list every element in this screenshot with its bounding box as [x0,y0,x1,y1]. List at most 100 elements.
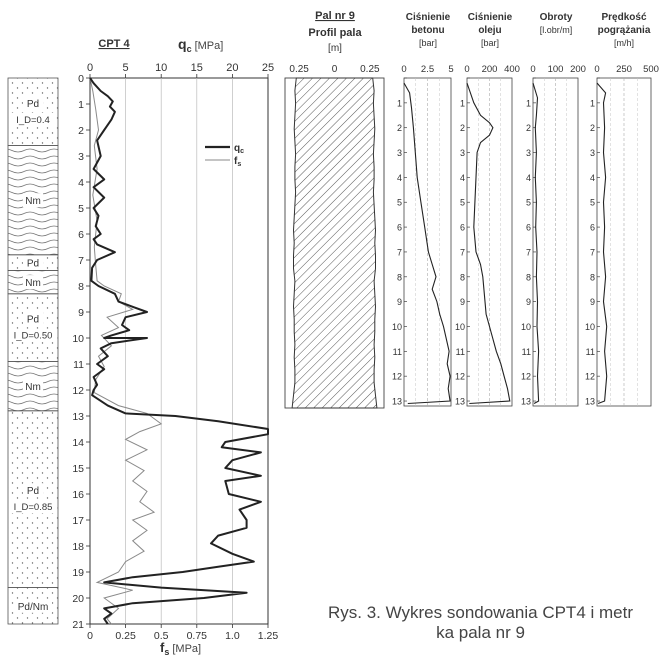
qc-axis-label: qc [MPa] [178,36,223,54]
depth-tick-label: 15 [72,463,84,475]
qc-tick-label: 0 [87,62,93,74]
mini-x-tick-label: 0 [594,64,599,75]
soil-layer-label: Nm [25,382,41,393]
depth-tick-label: 21 [72,619,84,631]
fs-tick-label: 0.5 [154,630,169,642]
mini-x-tick-label: 100 [548,64,564,75]
mini-x-tick-label: 500 [643,64,659,75]
mini-unit: [bar] [419,38,437,48]
mini-title-line: Ciśnienie [468,12,513,23]
depth-tick-label: 18 [72,541,84,553]
soil-layer [7,410,59,588]
mini-title-line: oleju [478,25,501,36]
mini-y-tick-label: 13 [585,397,595,407]
depth-tick-label: 11 [73,359,84,371]
mini-x-tick-label: 2.5 [421,64,434,75]
qc-tick-label: 25 [262,62,274,74]
mini-series-line [596,82,608,405]
mini-series-line [466,82,511,405]
soil-label-bg [23,275,43,290]
mini-y-tick-label: 13 [455,397,465,407]
mini-y-tick-label: 13 [392,397,402,407]
mini-y-tick-label: 9 [590,297,595,307]
depth-tick-label: 2 [78,125,84,137]
depth-tick-label: 3 [78,151,84,163]
mini-y-tick-label: 4 [460,173,465,183]
mini-title-line: Prędkość [601,12,646,23]
soil-profile: Pd I_D=0.4 Nm Pd Nm Pd I_D=0.50 Nm Pd I_D=0.85 Pd/… [7,77,59,625]
mini-y-tick-label: 1 [590,98,595,108]
mini-y-tick-label: 6 [526,223,531,233]
mini-x-tick-label: 0 [464,64,469,75]
mini-y-tick-label: 4 [590,173,595,183]
mini-y-tick-label: 8 [590,272,595,282]
mini-y-tick-label: 2 [460,123,465,133]
mini-y-tick-label: 3 [397,148,402,158]
depth-tick-label: 20 [72,593,84,605]
soil-label-bg [23,379,43,394]
soil-layer-density: I_D=0.50 [14,331,53,342]
caption-line-2: ka pala nr 9 [436,623,525,642]
soil-layer [7,77,59,146]
mini-y-tick-label: 6 [460,223,465,233]
soil-layer-label: Pd [27,486,39,497]
cpt-title: CPT 4 [98,38,130,50]
soil-label-bg [23,95,43,110]
fs-axis-label: fs [MPa] [160,640,201,657]
mini-x-tick-label: 250 [616,64,632,75]
mini-y-tick-label: 5 [590,198,595,208]
caption-line-1: Rys. 3. Wykres sondowania CPT4 i metr [328,603,633,622]
mini-y-tick-label: 2 [526,123,531,133]
qc-tick-label: 15 [191,62,203,74]
mini-y-tick-label: 12 [585,372,595,382]
mini-y-tick-label: 1 [526,98,531,108]
fs-tick-label: 0.25 [115,630,136,642]
mini-unit: [bar] [481,38,499,48]
depth-tick-label: 0 [78,73,84,85]
mini-y-tick-label: 5 [526,198,531,208]
qc-tick-label: 20 [226,62,238,74]
mini-y-tick-label: 3 [590,148,595,158]
mini-y-tick-label: 8 [397,272,402,282]
soil-label-bg [23,193,43,208]
mini-series-line [403,82,451,405]
mini-series-line [532,82,540,404]
mini-y-tick-label: 11 [522,347,531,357]
mini-x-tick-label: 0 [401,64,406,75]
legend-label: qc [234,143,244,155]
mini-x-tick-label: 400 [504,64,520,75]
pile-subtitle: Profil pala [308,27,362,39]
soil-layer-density: I_D=0.4 [16,115,50,126]
mini-y-tick-label: 4 [526,173,531,183]
mini-y-tick-label: 7 [397,247,402,257]
soil-layer-label: Pd [27,259,39,270]
mini-title-line: pogrążania [598,25,651,36]
mini-y-tick-label: 7 [526,247,531,257]
soil-sublabel-bg [11,112,55,126]
depth-tick-label: 13 [72,411,84,423]
depth-tick-label: 19 [72,567,84,579]
mini-y-tick-label: 3 [460,148,465,158]
depth-tick-label: 7 [78,255,84,267]
pile-title: Pal nr 9 [315,10,355,22]
mini-y-tick-label: 9 [460,297,465,307]
mini-y-tick-label: 6 [397,223,402,233]
qc-tick-label: 10 [155,62,167,74]
figure-caption: Rys. 3. Wykres sondowania CPT4 i metr ka… [296,603,665,643]
fs-tick-label: 0 [87,630,93,642]
depth-tick-label: 4 [78,177,84,189]
pile-x-tick-label: 0.25 [360,64,380,75]
mini-y-tick-label: 5 [397,198,402,208]
mini-y-tick-label: 10 [455,322,465,332]
mini-y-tick-label: 9 [397,297,402,307]
mini-y-tick-label: 7 [460,247,465,257]
soil-label-bg [14,598,52,613]
depth-tick-label: 10 [72,333,84,345]
mini-x-tick-label: 200 [482,64,498,75]
mini-y-tick-label: 13 [521,397,531,407]
depth-tick-label: 1 [78,99,84,111]
mini-y-tick-label: 2 [397,123,402,133]
